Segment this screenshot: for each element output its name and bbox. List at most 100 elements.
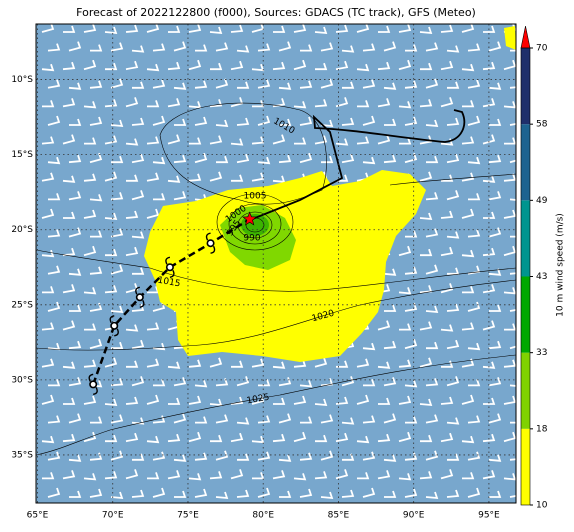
barb <box>462 286 475 294</box>
barb <box>272 134 286 145</box>
barb <box>237 453 250 461</box>
barb <box>419 321 433 331</box>
barb <box>356 394 370 405</box>
barb <box>383 340 397 350</box>
barb <box>419 135 433 145</box>
barb <box>335 60 349 71</box>
barb <box>356 24 370 33</box>
barb <box>104 99 118 108</box>
barb <box>483 397 496 405</box>
barb <box>362 342 376 351</box>
storm-position <box>242 211 258 226</box>
barb <box>236 489 250 498</box>
barb <box>446 231 460 239</box>
barb <box>251 394 265 405</box>
barb <box>440 60 454 71</box>
barb <box>482 61 496 71</box>
barb <box>509 494 516 498</box>
colorbar-tick-label: 18 <box>536 424 548 434</box>
barb <box>335 24 349 33</box>
barb <box>152 156 166 165</box>
barb <box>341 45 355 53</box>
barb <box>125 246 139 257</box>
barb <box>299 116 313 126</box>
colorbar-tick-label: 49 <box>536 196 548 206</box>
storm-symbol-arm <box>165 256 175 278</box>
barb <box>425 305 439 314</box>
barb <box>131 376 145 387</box>
barb <box>320 42 334 52</box>
barb <box>509 345 516 350</box>
barb <box>447 81 460 89</box>
barb <box>230 432 244 443</box>
barb <box>509 308 516 312</box>
barb <box>146 63 160 72</box>
wind-area-10 <box>144 170 426 362</box>
barb <box>69 118 82 126</box>
barb <box>314 471 328 480</box>
storm-symbol <box>165 263 174 272</box>
barb <box>341 376 355 387</box>
barb <box>83 101 97 109</box>
barb <box>356 435 370 444</box>
storm-symbol <box>135 293 144 302</box>
barb <box>90 44 103 52</box>
barb <box>462 100 475 108</box>
barb <box>110 414 124 424</box>
barb <box>209 26 223 35</box>
barb <box>446 303 460 312</box>
lat-tick-label: 25°S <box>11 300 33 310</box>
barb <box>509 159 516 164</box>
barb <box>404 80 418 89</box>
barb <box>68 377 82 387</box>
barb <box>111 155 124 164</box>
barb <box>293 473 307 481</box>
barb <box>194 152 208 164</box>
barb <box>62 433 76 443</box>
barb <box>272 98 286 108</box>
barb <box>83 359 97 368</box>
barb <box>461 136 475 145</box>
barb <box>152 451 166 461</box>
barb <box>62 470 76 480</box>
barb <box>399 137 412 145</box>
barb <box>314 357 328 368</box>
barb <box>89 338 103 350</box>
barb <box>320 414 334 424</box>
barb <box>362 451 376 461</box>
barb <box>152 115 166 126</box>
barb <box>299 380 313 388</box>
barb <box>335 97 349 108</box>
barb <box>167 98 181 108</box>
barb <box>41 249 55 258</box>
barb <box>384 490 397 498</box>
barb <box>41 435 55 444</box>
barb <box>89 116 103 126</box>
barb <box>398 59 412 71</box>
barb <box>210 62 223 71</box>
barb <box>251 435 265 444</box>
storm-symbol-arm <box>205 232 216 254</box>
barb <box>104 171 118 182</box>
storm-symbol-arm <box>88 373 98 396</box>
barb <box>398 101 412 109</box>
barb <box>342 453 355 461</box>
barb <box>399 323 412 331</box>
barb <box>425 414 439 424</box>
barb <box>510 49 516 52</box>
barb <box>278 413 292 424</box>
barb <box>236 117 250 126</box>
barb <box>425 228 439 238</box>
barb <box>300 416 313 424</box>
barb <box>362 415 376 424</box>
barb <box>426 155 439 164</box>
barb <box>377 470 391 480</box>
track-line <box>92 218 251 385</box>
isobar-label: 1005 <box>244 192 267 202</box>
barb <box>62 175 76 183</box>
barb <box>131 190 145 201</box>
barb <box>174 118 187 126</box>
barb <box>194 380 208 388</box>
isobar-label: 1015 <box>157 276 181 290</box>
barb <box>446 45 460 53</box>
